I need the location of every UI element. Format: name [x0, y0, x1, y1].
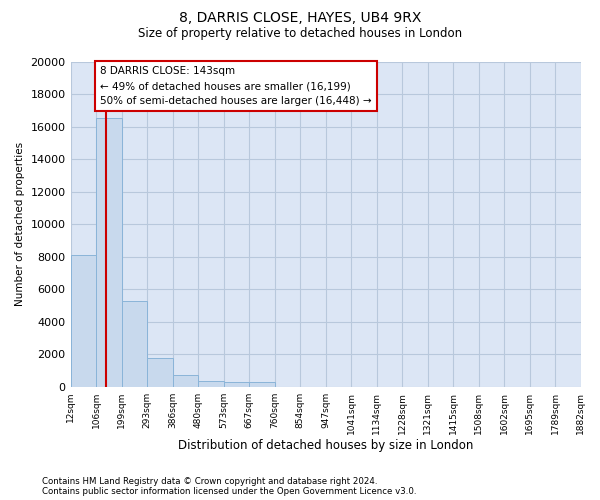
Y-axis label: Number of detached properties: Number of detached properties	[15, 142, 25, 306]
X-axis label: Distribution of detached houses by size in London: Distribution of detached houses by size …	[178, 440, 473, 452]
Bar	[122, 300, 147, 387]
Bar	[249, 382, 275, 387]
Text: Contains public sector information licensed under the Open Government Licence v3: Contains public sector information licen…	[42, 487, 416, 496]
Bar	[147, 358, 173, 387]
Text: 8, DARRIS CLOSE, HAYES, UB4 9RX: 8, DARRIS CLOSE, HAYES, UB4 9RX	[179, 11, 421, 25]
Text: Contains HM Land Registry data © Crown copyright and database right 2024.: Contains HM Land Registry data © Crown c…	[42, 477, 377, 486]
Bar	[173, 375, 198, 387]
Bar	[96, 118, 122, 387]
Text: Size of property relative to detached houses in London: Size of property relative to detached ho…	[138, 28, 462, 40]
Bar	[198, 382, 224, 387]
Bar	[71, 255, 96, 387]
Bar	[224, 382, 249, 387]
Text: 8 DARRIS CLOSE: 143sqm
← 49% of detached houses are smaller (16,199)
50% of semi: 8 DARRIS CLOSE: 143sqm ← 49% of detached…	[100, 66, 371, 106]
